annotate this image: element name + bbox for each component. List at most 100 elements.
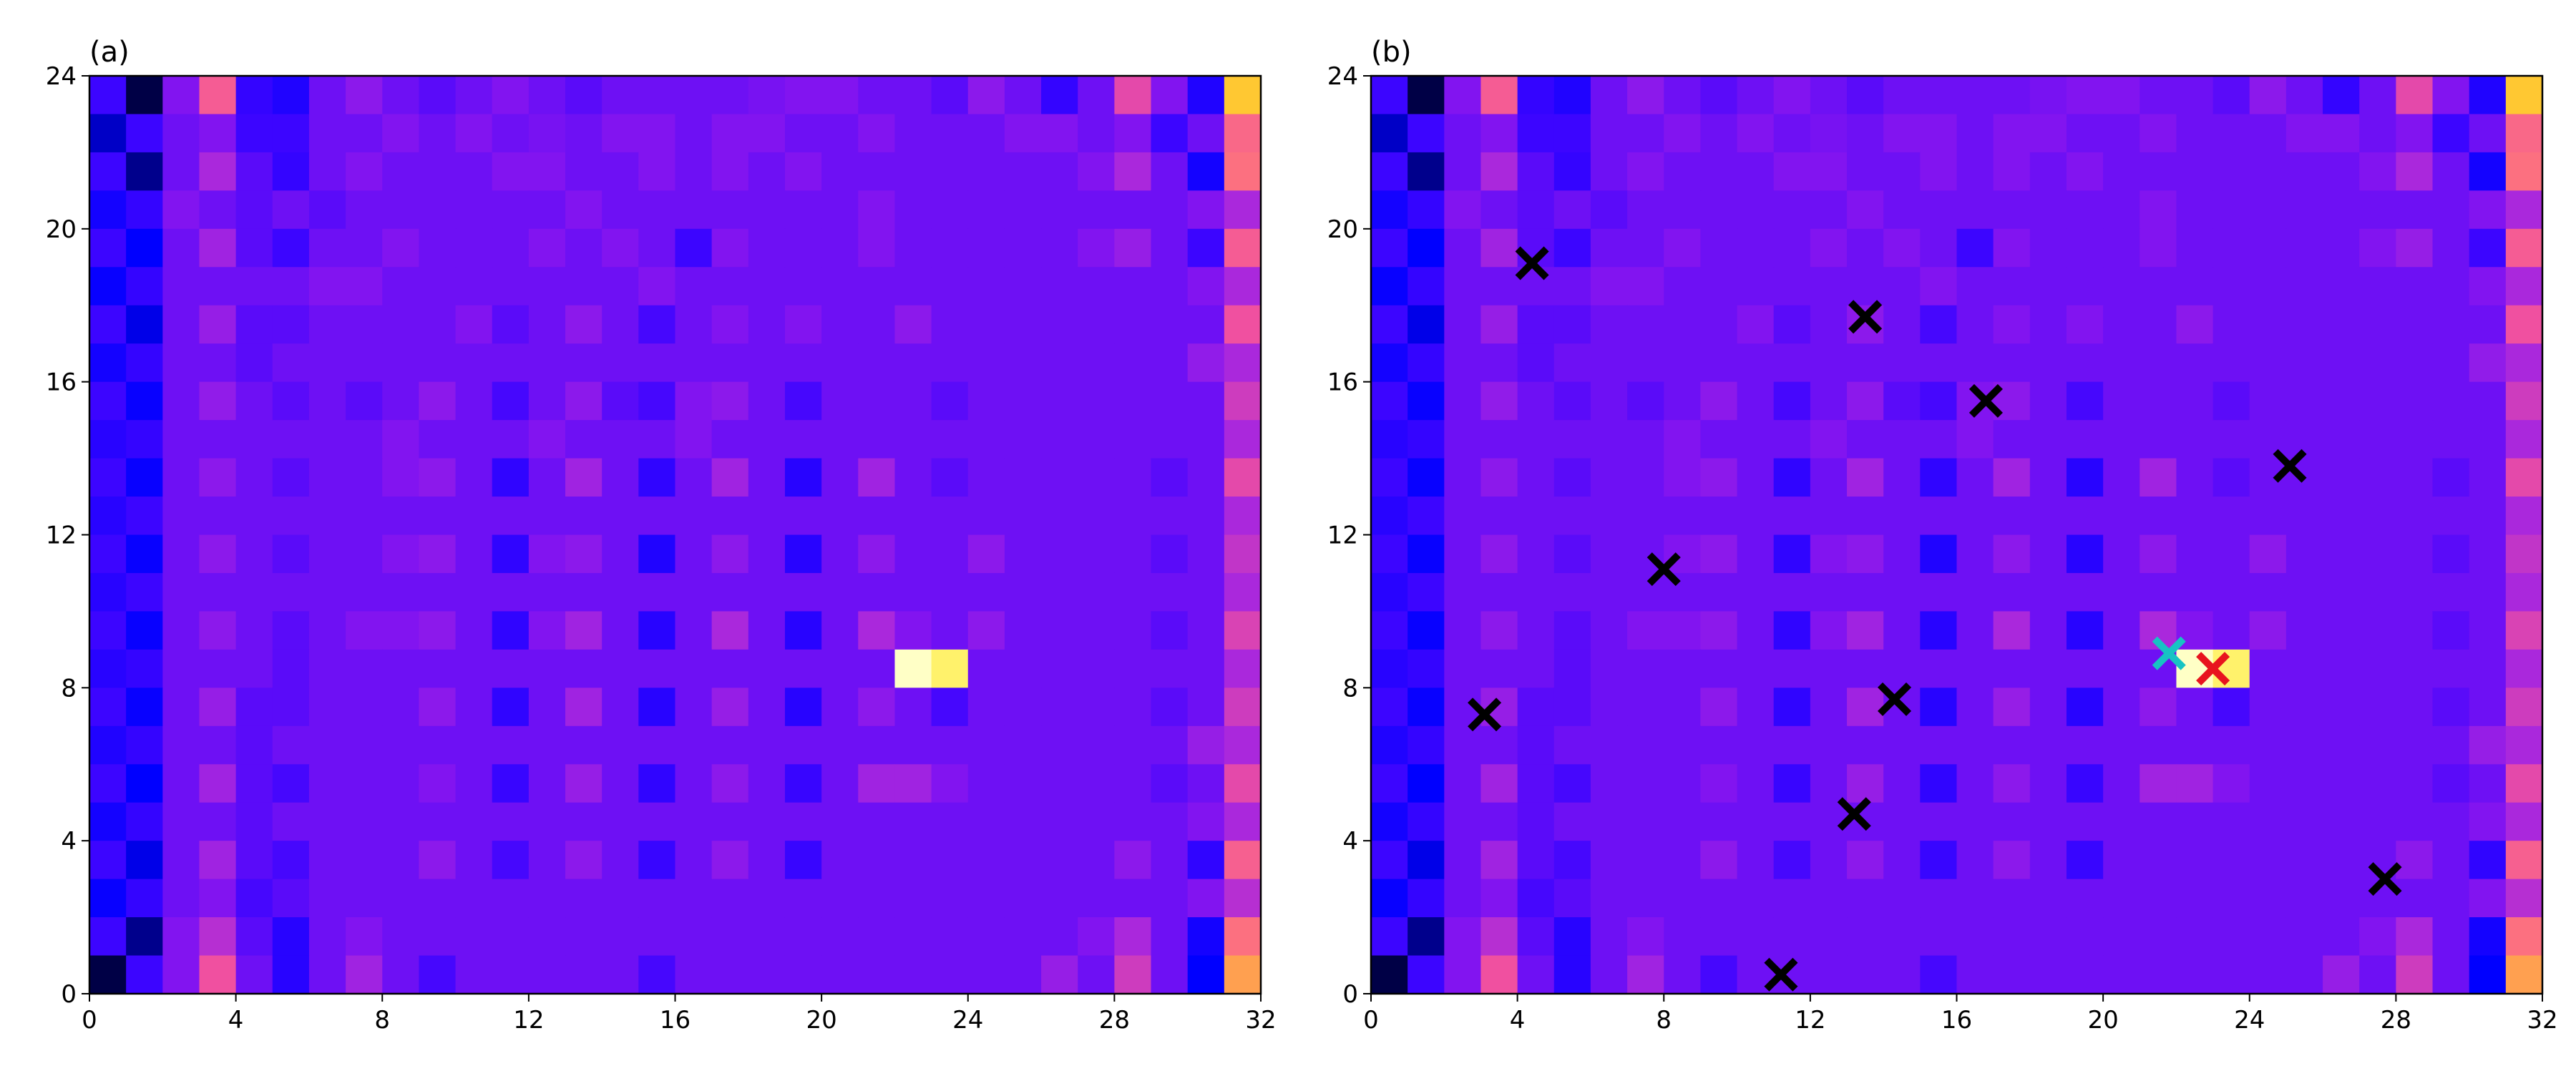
heatmap-cell [1151, 114, 1189, 153]
heatmap-cell [235, 305, 273, 344]
heatmap-cell [748, 114, 786, 153]
heatmap-cell [272, 381, 310, 421]
heatmap-cell [638, 190, 676, 230]
heatmap-cell [1114, 458, 1152, 497]
heatmap-cell [528, 764, 566, 803]
heatmap-cell [2029, 879, 2067, 918]
heatmap-cell [382, 688, 420, 727]
heatmap-cell [2285, 841, 2323, 880]
heatmap-cell [1041, 649, 1078, 688]
heatmap-cell [199, 841, 237, 880]
heatmap-cell [2212, 420, 2250, 459]
heatmap-cell [2029, 381, 2067, 421]
heatmap-cell [894, 572, 932, 612]
heatmap-cell [308, 802, 346, 841]
heatmap-cell [1664, 76, 1702, 115]
heatmap-cell [711, 458, 749, 497]
heatmap-cell [346, 420, 383, 459]
heatmap-cell [2323, 649, 2360, 688]
heatmap-cell [858, 267, 896, 306]
heatmap-cell [1810, 611, 1848, 650]
heatmap-cell [2212, 228, 2250, 268]
x-marker [1646, 552, 1681, 587]
heatmap-cell [1224, 802, 1262, 841]
heatmap-cell [1371, 305, 1408, 344]
heatmap-cell [89, 879, 127, 918]
heatmap-cell [2285, 76, 2323, 115]
heatmap-cell [1993, 802, 2031, 841]
heatmap-cell [1407, 343, 1445, 383]
heatmap-cell [2029, 955, 2067, 994]
heatmap-cell [2285, 611, 2323, 650]
heatmap-cell [2212, 305, 2250, 344]
heatmap-cell [272, 725, 310, 765]
heatmap-cell [784, 802, 822, 841]
heatmap-cell [2505, 764, 2543, 803]
heatmap-cell [1553, 76, 1591, 115]
heatmap-cell [1737, 534, 1775, 574]
x-tick-label: 24 [2234, 1006, 2265, 1035]
heatmap-cell [1956, 688, 1994, 727]
heatmap-cell [162, 764, 200, 803]
heatmap-cell [419, 497, 457, 536]
heatmap-cell [1956, 649, 1994, 688]
heatmap-cell [2323, 381, 2360, 421]
heatmap-cell [1700, 305, 1738, 344]
heatmap-cell [2359, 611, 2396, 650]
heatmap-cell [858, 458, 896, 497]
heatmap-cell [1773, 267, 1811, 306]
heatmap-cell [931, 114, 969, 153]
heatmap-cell [2432, 611, 2470, 650]
heatmap-cell [2469, 841, 2507, 880]
heatmap-cell [1224, 688, 1262, 727]
heatmap-cell [382, 228, 420, 268]
heatmap-cell [2469, 190, 2507, 230]
x-tick-label: 28 [2381, 1006, 2411, 1035]
heatmap-cell [2396, 152, 2434, 191]
heatmap-cell [89, 381, 127, 421]
heatmap-cell [1224, 917, 1262, 957]
heatmap-cell [2432, 343, 2470, 383]
heatmap-cell [492, 534, 530, 574]
heatmap-cell [1407, 267, 1445, 306]
heatmap-cell [1114, 305, 1152, 344]
heatmap-cell [2469, 152, 2507, 191]
heatmap-cell [1517, 76, 1555, 115]
heatmap-cell [1444, 381, 1482, 421]
heatmap-cell [858, 381, 896, 421]
heatmap-cell [1956, 343, 1994, 383]
heatmap-cell [89, 420, 127, 459]
heatmap-cell [1187, 152, 1225, 191]
heatmap-cell [419, 76, 457, 115]
heatmap-cell [638, 611, 676, 650]
x-marker [1877, 682, 1912, 716]
heatmap-cell [1664, 190, 1702, 230]
heatmap-cell [2066, 228, 2104, 268]
heatmap-cell [1078, 611, 1115, 650]
heatmap-cell [2176, 381, 2214, 421]
heatmap-cell [1371, 611, 1408, 650]
heatmap-cell [162, 267, 200, 306]
heatmap-cell [1773, 649, 1811, 688]
heatmap-cell [1553, 802, 1591, 841]
heatmap-cell [1187, 688, 1225, 727]
heatmap-cell [2176, 305, 2214, 344]
y-tick-label: 0 [1342, 980, 1358, 1009]
heatmap-cell [711, 114, 749, 153]
heatmap-cell [492, 764, 530, 803]
heatmap-cell [1004, 228, 1042, 268]
heatmap-cell [419, 534, 457, 574]
heatmap-cell [1004, 381, 1042, 421]
heatmap-cell [492, 114, 530, 153]
heatmap-cell [1810, 917, 1848, 957]
heatmap-cell [2505, 305, 2543, 344]
heatmap-cell [1224, 343, 1262, 383]
heatmap-cell [1444, 497, 1482, 536]
heatmap-cell [419, 305, 457, 344]
heatmap-cell [1847, 879, 1884, 918]
heatmap-cell [2176, 572, 2214, 612]
heatmap-cell [2323, 572, 2360, 612]
heatmap-cell [528, 228, 566, 268]
heatmap-cell [1664, 343, 1702, 383]
x-marker [1968, 383, 2003, 418]
